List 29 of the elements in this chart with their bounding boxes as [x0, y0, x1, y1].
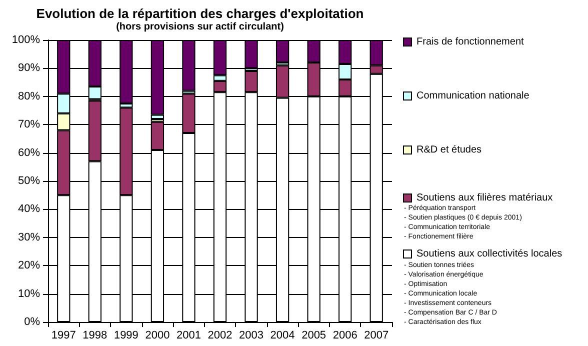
- legend-label: Communication nationale: [416, 90, 530, 102]
- x-tick-label: 1998: [82, 330, 108, 342]
- x-tick-label: 2006: [332, 330, 358, 342]
- legend-label: Soutiens aux filières matériaux: [416, 192, 553, 204]
- y-tick-label: 100%: [12, 34, 40, 46]
- y-tick-label: 60%: [18, 146, 40, 159]
- x-tick-label: 2003: [239, 330, 264, 342]
- x-tick-label: 2004: [270, 330, 295, 342]
- y-tick-label: 70%: [18, 118, 40, 131]
- legend-label: Soutiens aux collectivités locales: [416, 248, 562, 260]
- x-tick-label: 2007: [364, 330, 389, 342]
- y-tick-label: 40%: [18, 203, 40, 216]
- chart-title: Evolution de la répartition des charges d'exploitation: [36, 6, 364, 21]
- chart-subtitle: (hors provisions sur actif circulant): [116, 22, 284, 32]
- y-tick-label: 80%: [18, 90, 40, 102]
- x-tick-label: 2002: [208, 330, 232, 342]
- x-tick-label: 1999: [114, 330, 138, 342]
- y-tick-label: 50%: [18, 175, 40, 187]
- y-tick-label: 20%: [18, 260, 40, 272]
- y-tick-label: 10%: [18, 288, 40, 300]
- legend-label: Frais de fonctionnement: [416, 36, 524, 48]
- x-tick-label: 2005: [302, 330, 326, 342]
- y-tick-label: 90%: [18, 62, 40, 74]
- x-tick-label: 2000: [145, 330, 170, 342]
- x-tick-label: 2001: [176, 330, 201, 342]
- y-tick-label: 0%: [24, 316, 40, 328]
- x-tick-label: 1997: [51, 330, 76, 342]
- y-tick-label: 30%: [18, 231, 40, 244]
- legend-label: R&D et études: [416, 144, 482, 156]
